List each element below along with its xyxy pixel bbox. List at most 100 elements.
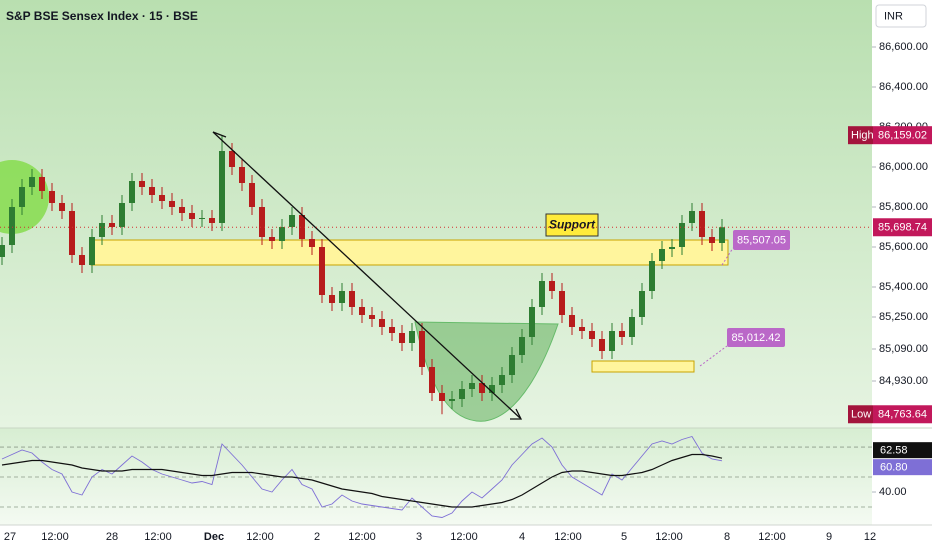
- x-tick-label: 12:00: [41, 531, 69, 543]
- rsi-ma-line: [1, 453, 723, 508]
- x-tick-label: 12:00: [246, 531, 274, 543]
- candle-body: [289, 215, 295, 227]
- candle-body: [529, 307, 535, 337]
- candle-body: [719, 227, 725, 243]
- candle-body: [389, 327, 395, 333]
- candle-body: [209, 218, 215, 223]
- candle-body: [629, 317, 635, 337]
- candle-body: [489, 385, 495, 393]
- candle-body: [549, 281, 555, 291]
- support-zone: [90, 239, 729, 266]
- price-tag-label: 86,159.02: [878, 130, 927, 142]
- candle-body: [19, 187, 25, 207]
- candle-body: [169, 201, 175, 207]
- level-label-box: [733, 230, 790, 250]
- candle-body: [399, 333, 405, 343]
- y-tick-label: 85,400.00: [879, 281, 928, 293]
- price-tag: [873, 218, 932, 237]
- currency-box: [875, 4, 927, 28]
- candle-body: [0, 245, 5, 257]
- candle-body: [219, 151, 225, 223]
- x-tick-label: 12:00: [144, 531, 172, 543]
- x-tick-label: 12:00: [758, 531, 786, 543]
- candle-body: [669, 247, 675, 249]
- price-scale: [872, 0, 932, 525]
- candle-body: [569, 315, 575, 327]
- level-label: 85,012.42: [732, 332, 781, 344]
- candle-body: [479, 383, 485, 393]
- candle-body: [189, 213, 195, 219]
- candle-body: [689, 211, 695, 223]
- y-tick-label: 86,600.00: [879, 41, 928, 53]
- rsi-line: [1, 435, 723, 518]
- marker-text: Low: [851, 409, 871, 421]
- candle-body: [259, 207, 265, 237]
- x-tick-label: 12:00: [554, 531, 582, 543]
- x-tick-label: 2: [314, 531, 320, 543]
- x-tick-label: 28: [106, 531, 118, 543]
- candle-body: [159, 195, 165, 201]
- trend-arrow: [212, 131, 521, 419]
- candle-body: [139, 181, 145, 187]
- candle-body: [649, 261, 655, 291]
- arrow-head: [510, 408, 523, 420]
- lower-zone: [591, 360, 695, 373]
- candle-body: [9, 207, 15, 245]
- price-tag-label: 84,763.64: [878, 409, 927, 421]
- level-label-box: [727, 328, 785, 347]
- candle-body: [509, 355, 515, 375]
- candle-body: [699, 211, 705, 237]
- rsi-value-label: 62.58: [880, 445, 908, 457]
- y-tick-label: 84,930.00: [879, 375, 928, 387]
- marker-tag: [848, 405, 873, 424]
- x-tick-label: 3: [416, 531, 422, 543]
- candle-body: [619, 331, 625, 337]
- candle-body: [229, 151, 235, 167]
- rsi-tick-label: 40.00: [879, 486, 907, 498]
- candle-body: [59, 203, 65, 211]
- trend-arrow-start: [212, 131, 227, 138]
- x-tick-label: 12:00: [348, 531, 376, 543]
- y-tick-label: 85,090.00: [879, 343, 928, 355]
- candle-body: [429, 367, 435, 393]
- candle-body: [299, 215, 305, 239]
- candle-body: [279, 227, 285, 241]
- support-label: Support: [549, 218, 596, 232]
- connector: [699, 345, 728, 367]
- x-tick-label: 12:00: [655, 531, 683, 543]
- candle-body: [359, 307, 365, 315]
- y-tick-label: 85,800.00: [879, 201, 928, 213]
- candle-body: [379, 319, 385, 327]
- currency: INR: [884, 10, 903, 22]
- x-tick-label: 12:00: [450, 531, 478, 543]
- candle-body: [239, 167, 245, 183]
- candle-body: [559, 291, 565, 315]
- candle-body: [339, 291, 345, 303]
- candle-body: [269, 237, 275, 241]
- candle-body: [409, 331, 415, 343]
- candle-body: [89, 237, 95, 265]
- candle-body: [29, 177, 35, 187]
- support-label-box: [545, 213, 599, 237]
- candle-body: [179, 207, 185, 213]
- price-tag: [873, 405, 932, 424]
- candle-body: [119, 203, 125, 227]
- candle-body: [49, 191, 55, 203]
- x-tick-label: 9: [826, 531, 832, 543]
- rsi-value-label: 60.80: [880, 462, 908, 474]
- connector: [721, 247, 734, 266]
- candle-body: [149, 187, 155, 195]
- x-tick-label: 8: [724, 531, 730, 543]
- candle-body: [319, 247, 325, 295]
- candle-body: [349, 291, 355, 307]
- candle-body: [99, 223, 105, 237]
- level-label: 85,507.05: [737, 234, 786, 246]
- y-tick-label: 85,250.00: [879, 311, 928, 323]
- candle-body: [539, 281, 545, 307]
- rsi-value-tag: [873, 459, 932, 476]
- x-tick-label: Dec: [204, 531, 224, 543]
- candle-body: [109, 223, 115, 227]
- candle-body: [199, 218, 205, 219]
- candle-body: [709, 237, 715, 243]
